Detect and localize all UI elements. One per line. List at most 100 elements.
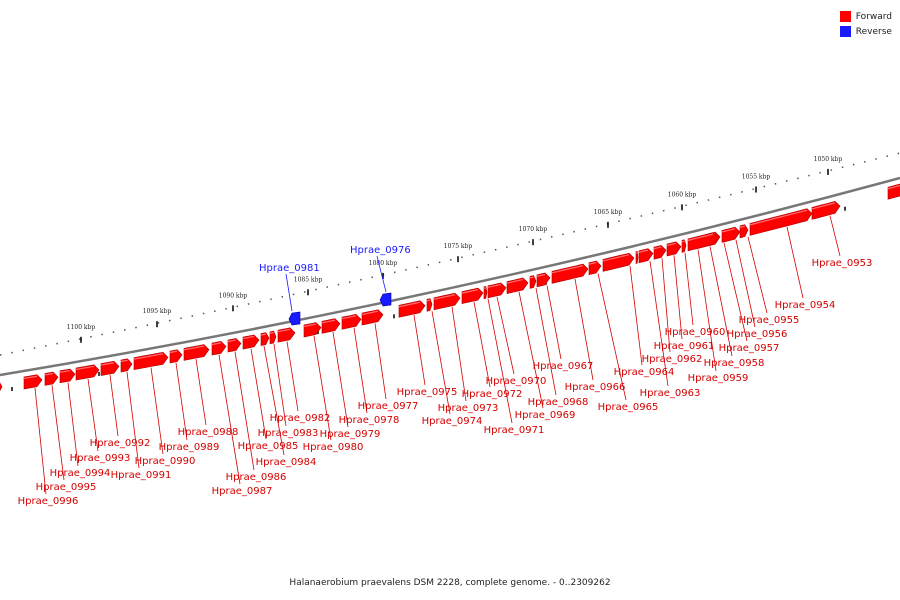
- gene-label: Hprae_0974: [422, 416, 483, 427]
- gene-leader-line: [313, 335, 332, 441]
- gene-glyph: [681, 239, 687, 253]
- gene-glyph: [551, 263, 589, 284]
- gene-bevel: [739, 225, 745, 228]
- gene-glyph: [666, 241, 682, 257]
- backbone-arc: [0, 176, 900, 377]
- gene-label: Hprae_0986: [226, 472, 287, 483]
- gene-label: Hprae_0980: [303, 442, 364, 453]
- gene-leader-line: [487, 298, 513, 424]
- gene-bevel: [303, 323, 317, 328]
- gene-glyph: [687, 232, 719, 252]
- gene-leader-line: [735, 239, 756, 328]
- gene-leader-line: [496, 296, 515, 375]
- gene-glyph-reverse: [288, 311, 301, 326]
- gene-glyph: [749, 208, 813, 236]
- gene-bevel: [211, 342, 222, 346]
- gene-bevel: [811, 202, 836, 210]
- gene-glyph: [426, 298, 433, 312]
- gene-leader-line: [535, 287, 557, 396]
- legend: Forward Reverse: [839, 9, 892, 39]
- gene-label: Hprae_0967: [533, 361, 594, 372]
- gene-bevel: [183, 345, 205, 351]
- gene-label: Hprae_0957: [719, 343, 780, 354]
- gene-bevel: [638, 249, 649, 253]
- gene-bevel: [721, 228, 736, 233]
- gene-label: Hprae_0968: [528, 397, 589, 408]
- gene-glyph-reverse: [379, 292, 392, 307]
- gene-label: Hprae_0958: [704, 358, 765, 369]
- gene-label: Hprae_0979: [320, 429, 381, 440]
- gene-label: Hprae_0970: [486, 376, 547, 387]
- gene-label: Hprae_0965: [598, 402, 659, 413]
- ruler-tick-label: 1090 kbp: [219, 292, 248, 299]
- gene-leader-line: [67, 382, 79, 467]
- gene-leader-line: [709, 246, 733, 357]
- gene-leader-line: [431, 311, 451, 415]
- gene-label: Hprae_0995: [36, 482, 97, 493]
- gene-label: Hprae_0964: [614, 367, 675, 378]
- gene-bevel: [59, 369, 71, 373]
- gene-leader-line: [218, 354, 241, 485]
- gene-leader-line: [353, 327, 368, 414]
- gene-leader-line: [332, 332, 349, 428]
- gene-leader-line: [263, 345, 285, 456]
- gene-glyph: [653, 245, 667, 260]
- ruler-tick-label: 1080 kbp: [369, 260, 398, 267]
- gene-bevel: [242, 335, 255, 340]
- gene-bevel: [398, 301, 421, 308]
- gene-label: Hprae_0954: [775, 300, 836, 311]
- gene-label: Hprae_0996: [18, 496, 79, 507]
- gene-label: Hprae_0990: [135, 456, 196, 467]
- ruler-tick-label: 1055 kbp: [742, 174, 771, 181]
- gene-label: Hprae_0984: [256, 457, 317, 468]
- genome-caption: Halanaerobium praevalens DSM 2228, compl…: [289, 578, 611, 588]
- gene-label: Hprae_0988: [178, 427, 239, 438]
- gene-bevel: [681, 240, 685, 243]
- gene-label: Hprae_0972: [462, 389, 523, 400]
- gene-glyph: [269, 330, 277, 345]
- gene-label: Hprae_0956: [727, 329, 788, 340]
- gene-glyph: [120, 358, 133, 373]
- gene-leader-line: [286, 341, 299, 412]
- gene-glyph: [44, 371, 59, 386]
- gene-glyph: [169, 349, 183, 364]
- gene-bevel: [602, 254, 630, 262]
- gene-label: Hprae_0960: [665, 327, 726, 338]
- gene-label: Hprae_0987: [212, 486, 273, 497]
- gene-leader-line: [673, 255, 683, 340]
- gene-bevel: [120, 359, 128, 363]
- gene-bevel: [169, 350, 178, 354]
- gene-label: Hprae_0991: [111, 470, 172, 481]
- gene-label: Hprae_0969: [515, 410, 576, 421]
- gene-label: Hprae_0953: [812, 258, 873, 269]
- gene-leader-line: [629, 265, 643, 366]
- gene-glyph: [635, 250, 639, 264]
- gene-bevel: [529, 276, 534, 279]
- gene-bevel: [133, 353, 164, 360]
- gene-leader-line: [285, 273, 293, 312]
- forward-swatch: [839, 11, 851, 22]
- gene-glyph: [133, 351, 169, 370]
- gene-label: Hprae_0975: [397, 387, 458, 398]
- gene-bevel: [75, 365, 95, 371]
- gene-bevel: [749, 209, 808, 226]
- gene-glyph: [483, 285, 488, 300]
- gene-leader-line: [87, 378, 99, 452]
- gene-leader-line: [195, 359, 207, 426]
- gene-label: Hprae_0976: [350, 245, 411, 256]
- gene-glyph: [0, 382, 3, 392]
- gene-bevel: [321, 319, 336, 324]
- gene-glyph: [242, 334, 260, 350]
- gene-label: Hprae_0989: [159, 442, 220, 453]
- gene-leader-line: [250, 348, 267, 440]
- gene-bevel: [653, 246, 662, 250]
- gene-leader-line: [451, 306, 467, 402]
- ruler-tick-label: 1075 kbp: [444, 243, 473, 250]
- ruler-tick-label: 1065 kbp: [594, 209, 623, 216]
- gene-label: Hprae_0959: [688, 373, 749, 384]
- gene-leader-line: [376, 255, 387, 293]
- gene-label: Hprae_0963: [640, 388, 701, 399]
- gene-bevel: [23, 375, 38, 380]
- gene-glyph: [588, 260, 602, 276]
- gene-bevel: [100, 362, 115, 366]
